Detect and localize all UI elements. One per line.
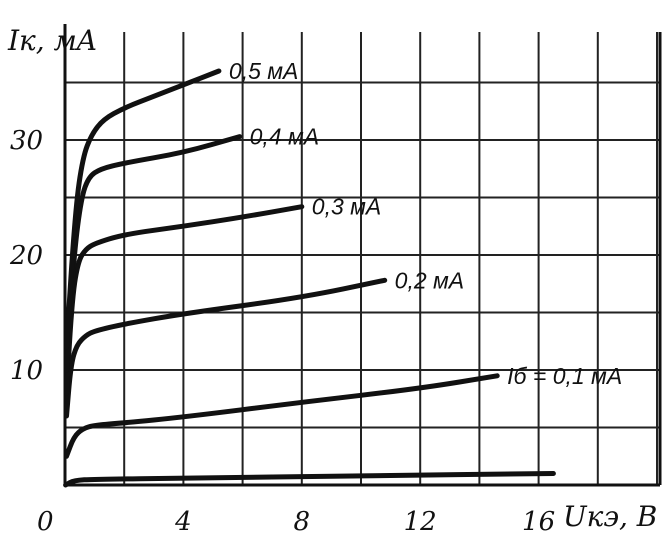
tick-labels: 0 4 8 12 16 10 20 30 (9, 126, 555, 537)
x-tick-label: 16 (522, 507, 555, 537)
x-tick-label: 12 (404, 507, 437, 537)
y-tick-label: 30 (10, 126, 43, 156)
x-tick-label: 8 (294, 507, 311, 537)
series-label: 0,2 мA (395, 267, 464, 293)
series-curve (64, 373, 500, 459)
series-label: 0,5 мA (229, 58, 298, 84)
series-curve (64, 277, 388, 419)
y-tick-label: 20 (9, 241, 43, 271)
x-axis-label: Uкэ, B (563, 500, 657, 533)
series-label: 0,4 мA (250, 124, 319, 150)
series-label: 0,3 мA (312, 194, 381, 220)
y-axis-label: Iк, мA (7, 24, 97, 57)
y-tick-label: 10 (10, 356, 43, 386)
series-curves (63, 68, 556, 488)
x-tick-label: 4 (174, 507, 192, 537)
series-label: Iб = 0,1 мA (507, 363, 622, 389)
series-curve (64, 68, 222, 350)
series-labels: Iб = 0,1 мA 0,2 мA 0,3 мA 0,4 мA 0,5 мA (229, 58, 622, 389)
series-curve (63, 471, 556, 488)
series-curve (64, 134, 243, 373)
x-tick-label: 0 (37, 507, 54, 537)
grid (65, 32, 660, 485)
